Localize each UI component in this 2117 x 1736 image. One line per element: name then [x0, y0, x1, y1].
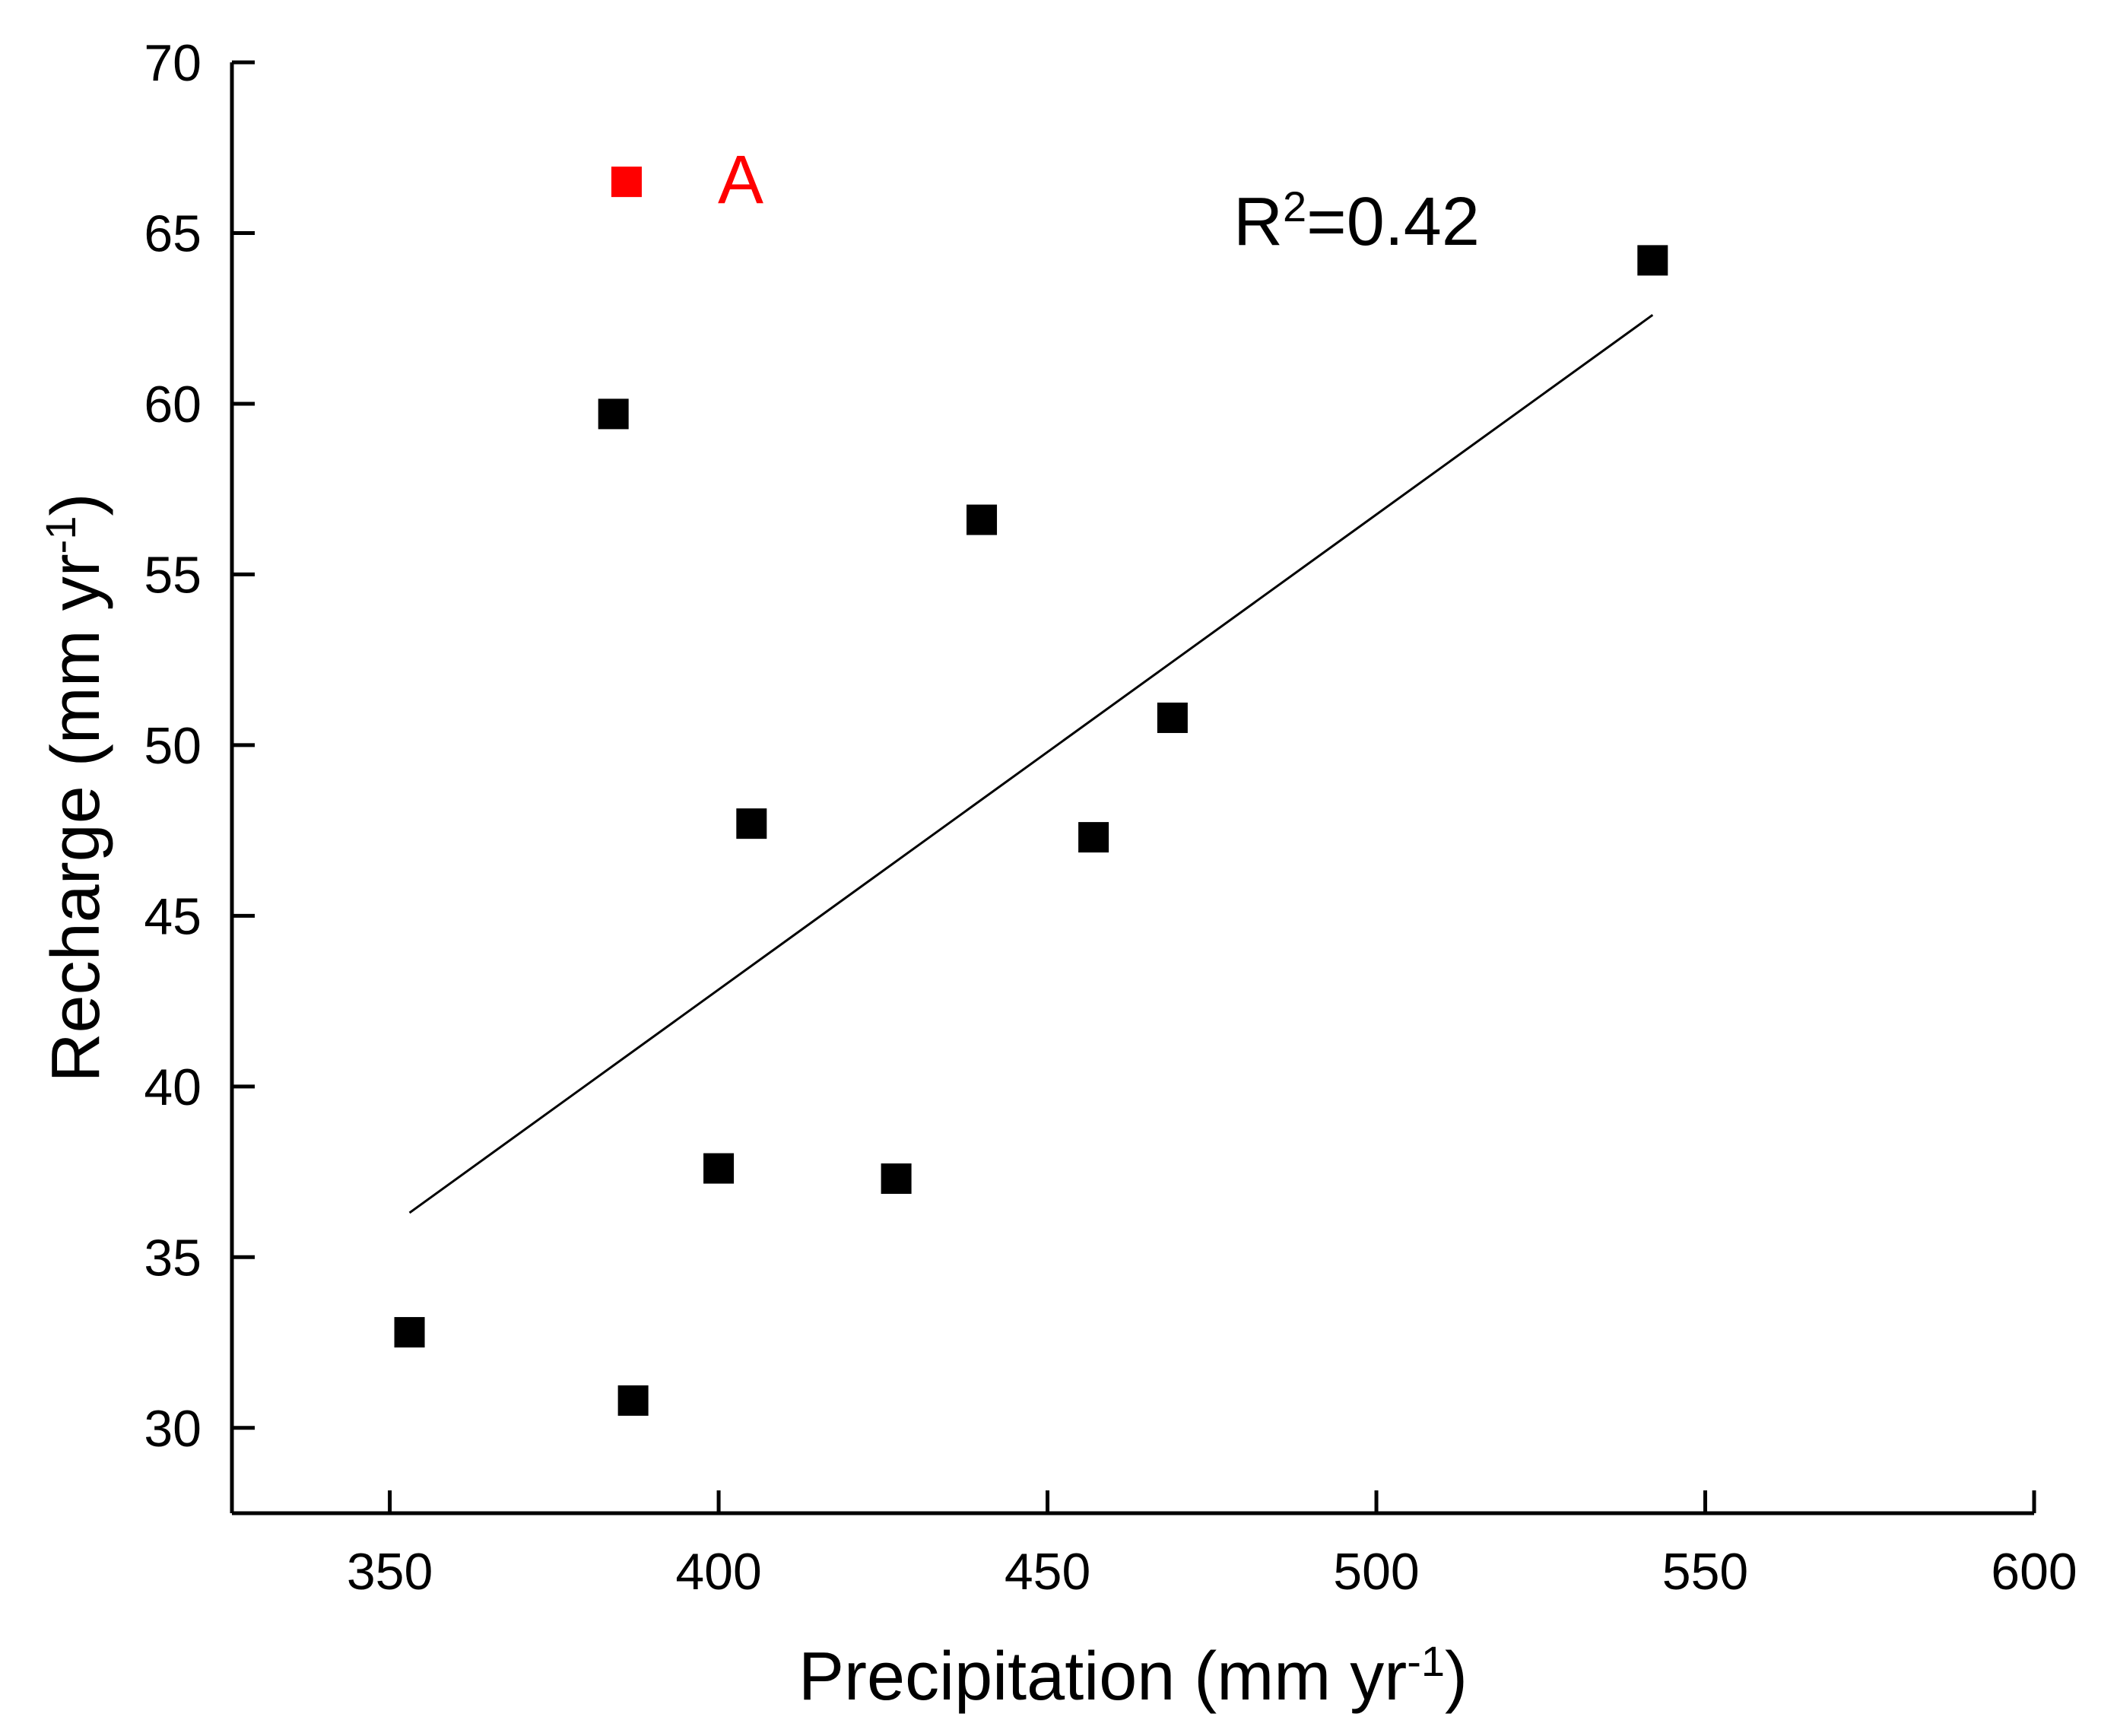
x-axis-title: Precipitation (mm yr-1)	[798, 1637, 1468, 1715]
data-point	[703, 1153, 735, 1184]
y-axis-title-end: )	[38, 494, 114, 516]
y-tick-label: 50	[144, 717, 202, 775]
data-point	[598, 398, 629, 430]
y-axis-title-main: Recharge (mm yr	[38, 554, 114, 1082]
y-tick-label: 45	[144, 887, 202, 945]
r-squared-annotation: R2=0.42	[1233, 182, 1480, 261]
y-tick-label: 65	[144, 205, 202, 262]
x-tick-label: 500	[1333, 1543, 1419, 1601]
x-axis-title-main: Precipitation (mm yr	[798, 1639, 1407, 1715]
y-axis-title: Recharge (mm yr-1)	[36, 494, 115, 1083]
r-squared-value: =0.42	[1306, 184, 1480, 260]
x-tick-label: 400	[675, 1543, 761, 1601]
y-tick-label: 35	[144, 1229, 202, 1287]
data-points	[394, 167, 1668, 1416]
x-tick-label: 450	[1005, 1543, 1090, 1601]
r-squared-prefix: R	[1233, 184, 1283, 260]
data-point	[394, 1317, 425, 1348]
data-point	[1078, 822, 1109, 853]
outlier-point	[611, 167, 642, 198]
x-tick-label: 350	[347, 1543, 433, 1601]
regression-line	[408, 314, 1654, 1214]
y-tick-label: 60	[144, 376, 202, 433]
data-point	[966, 504, 998, 535]
outlier-label: A	[718, 142, 763, 218]
fit-line-group	[408, 314, 1654, 1214]
y-tick-label: 55	[144, 546, 202, 604]
data-point	[617, 1385, 649, 1416]
x-tick-label: 600	[1991, 1543, 2077, 1601]
y-tick-label: 70	[144, 34, 202, 92]
y-tick-label: 40	[144, 1058, 202, 1116]
x-axis-title-sup: -1	[1407, 1637, 1445, 1685]
data-point	[1637, 245, 1668, 276]
r-squared-superscript: 2	[1283, 182, 1306, 230]
data-point	[1157, 702, 1188, 733]
x-axis-title-end: )	[1445, 1639, 1468, 1715]
data-point	[736, 808, 767, 839]
axes	[230, 62, 2034, 1515]
y-tick-label: 30	[144, 1400, 202, 1458]
data-point	[881, 1163, 912, 1195]
x-tick-label: 550	[1662, 1543, 1748, 1601]
ticks: 350 400 450 500 550 600 30 35 40 45 50 55 60 65 70	[144, 34, 2077, 1601]
y-axis-title-sup: -1	[36, 516, 84, 554]
